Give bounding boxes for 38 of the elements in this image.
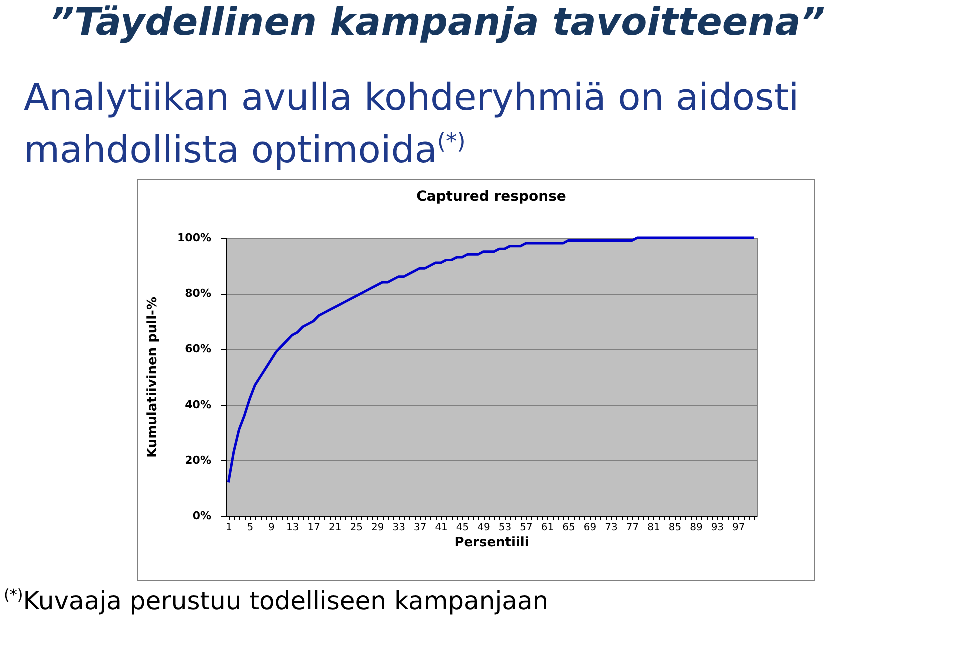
x-tick-label: 49 xyxy=(478,522,490,534)
y-tick-label: 80% xyxy=(185,287,212,300)
line-series xyxy=(227,236,756,484)
x-tick-label: 57 xyxy=(520,522,533,534)
x-tick-label: 89 xyxy=(690,522,703,534)
x-tick-label: 37 xyxy=(414,522,427,534)
x-tick-label: 41 xyxy=(435,522,448,534)
y-axis-title: Kumulatiivinen pull-% xyxy=(146,297,161,458)
chart-subtitle: Analytiikan avulla kohderyhmiä on aidosti mahdollista optimoida$^{(*)}$ xyxy=(24,76,800,172)
x-tick-label: 13 xyxy=(286,522,300,534)
x-tick-label: 9 xyxy=(268,522,275,534)
y-tick-label: 60% xyxy=(185,342,212,356)
x-tick-label: 45 xyxy=(456,522,470,534)
x-axis-title: Persentiili xyxy=(454,536,530,550)
x-tick-label: 73 xyxy=(605,522,618,534)
x-tick-label: 1 xyxy=(226,522,232,534)
x-tick-label: 97 xyxy=(732,522,746,534)
text: $^{(*)}$Kuvaaja perustuu todelliseen kampanjaan xyxy=(4,586,549,616)
text: Captured response xyxy=(416,189,566,205)
y-tick-label: 20% xyxy=(185,454,212,467)
y-tick-label: 0% xyxy=(192,510,212,522)
x-tick-label: 77 xyxy=(626,522,640,534)
x-tick-label: 81 xyxy=(648,522,660,534)
y-tick-label: 100% xyxy=(178,232,212,244)
x-tick-label: 69 xyxy=(584,522,597,534)
x-tick-label: 17 xyxy=(308,522,320,534)
x-tick-label: 21 xyxy=(328,522,342,534)
chart-title: ”Täydellinen kampanja tavoitteena” xyxy=(50,0,826,44)
x-tick-label: 53 xyxy=(498,522,512,534)
x-tick-label: 33 xyxy=(392,522,406,534)
x-tick-label: 29 xyxy=(371,522,384,534)
x-tick-label: 25 xyxy=(350,522,363,534)
x-tick-label: 5 xyxy=(247,522,254,534)
x-tick-label: 85 xyxy=(668,522,682,534)
x-tick-label: 61 xyxy=(541,522,554,534)
x-tick-label: 65 xyxy=(562,522,576,534)
x-tick-label: 93 xyxy=(711,522,724,534)
y-tick-label: 40% xyxy=(185,398,212,412)
